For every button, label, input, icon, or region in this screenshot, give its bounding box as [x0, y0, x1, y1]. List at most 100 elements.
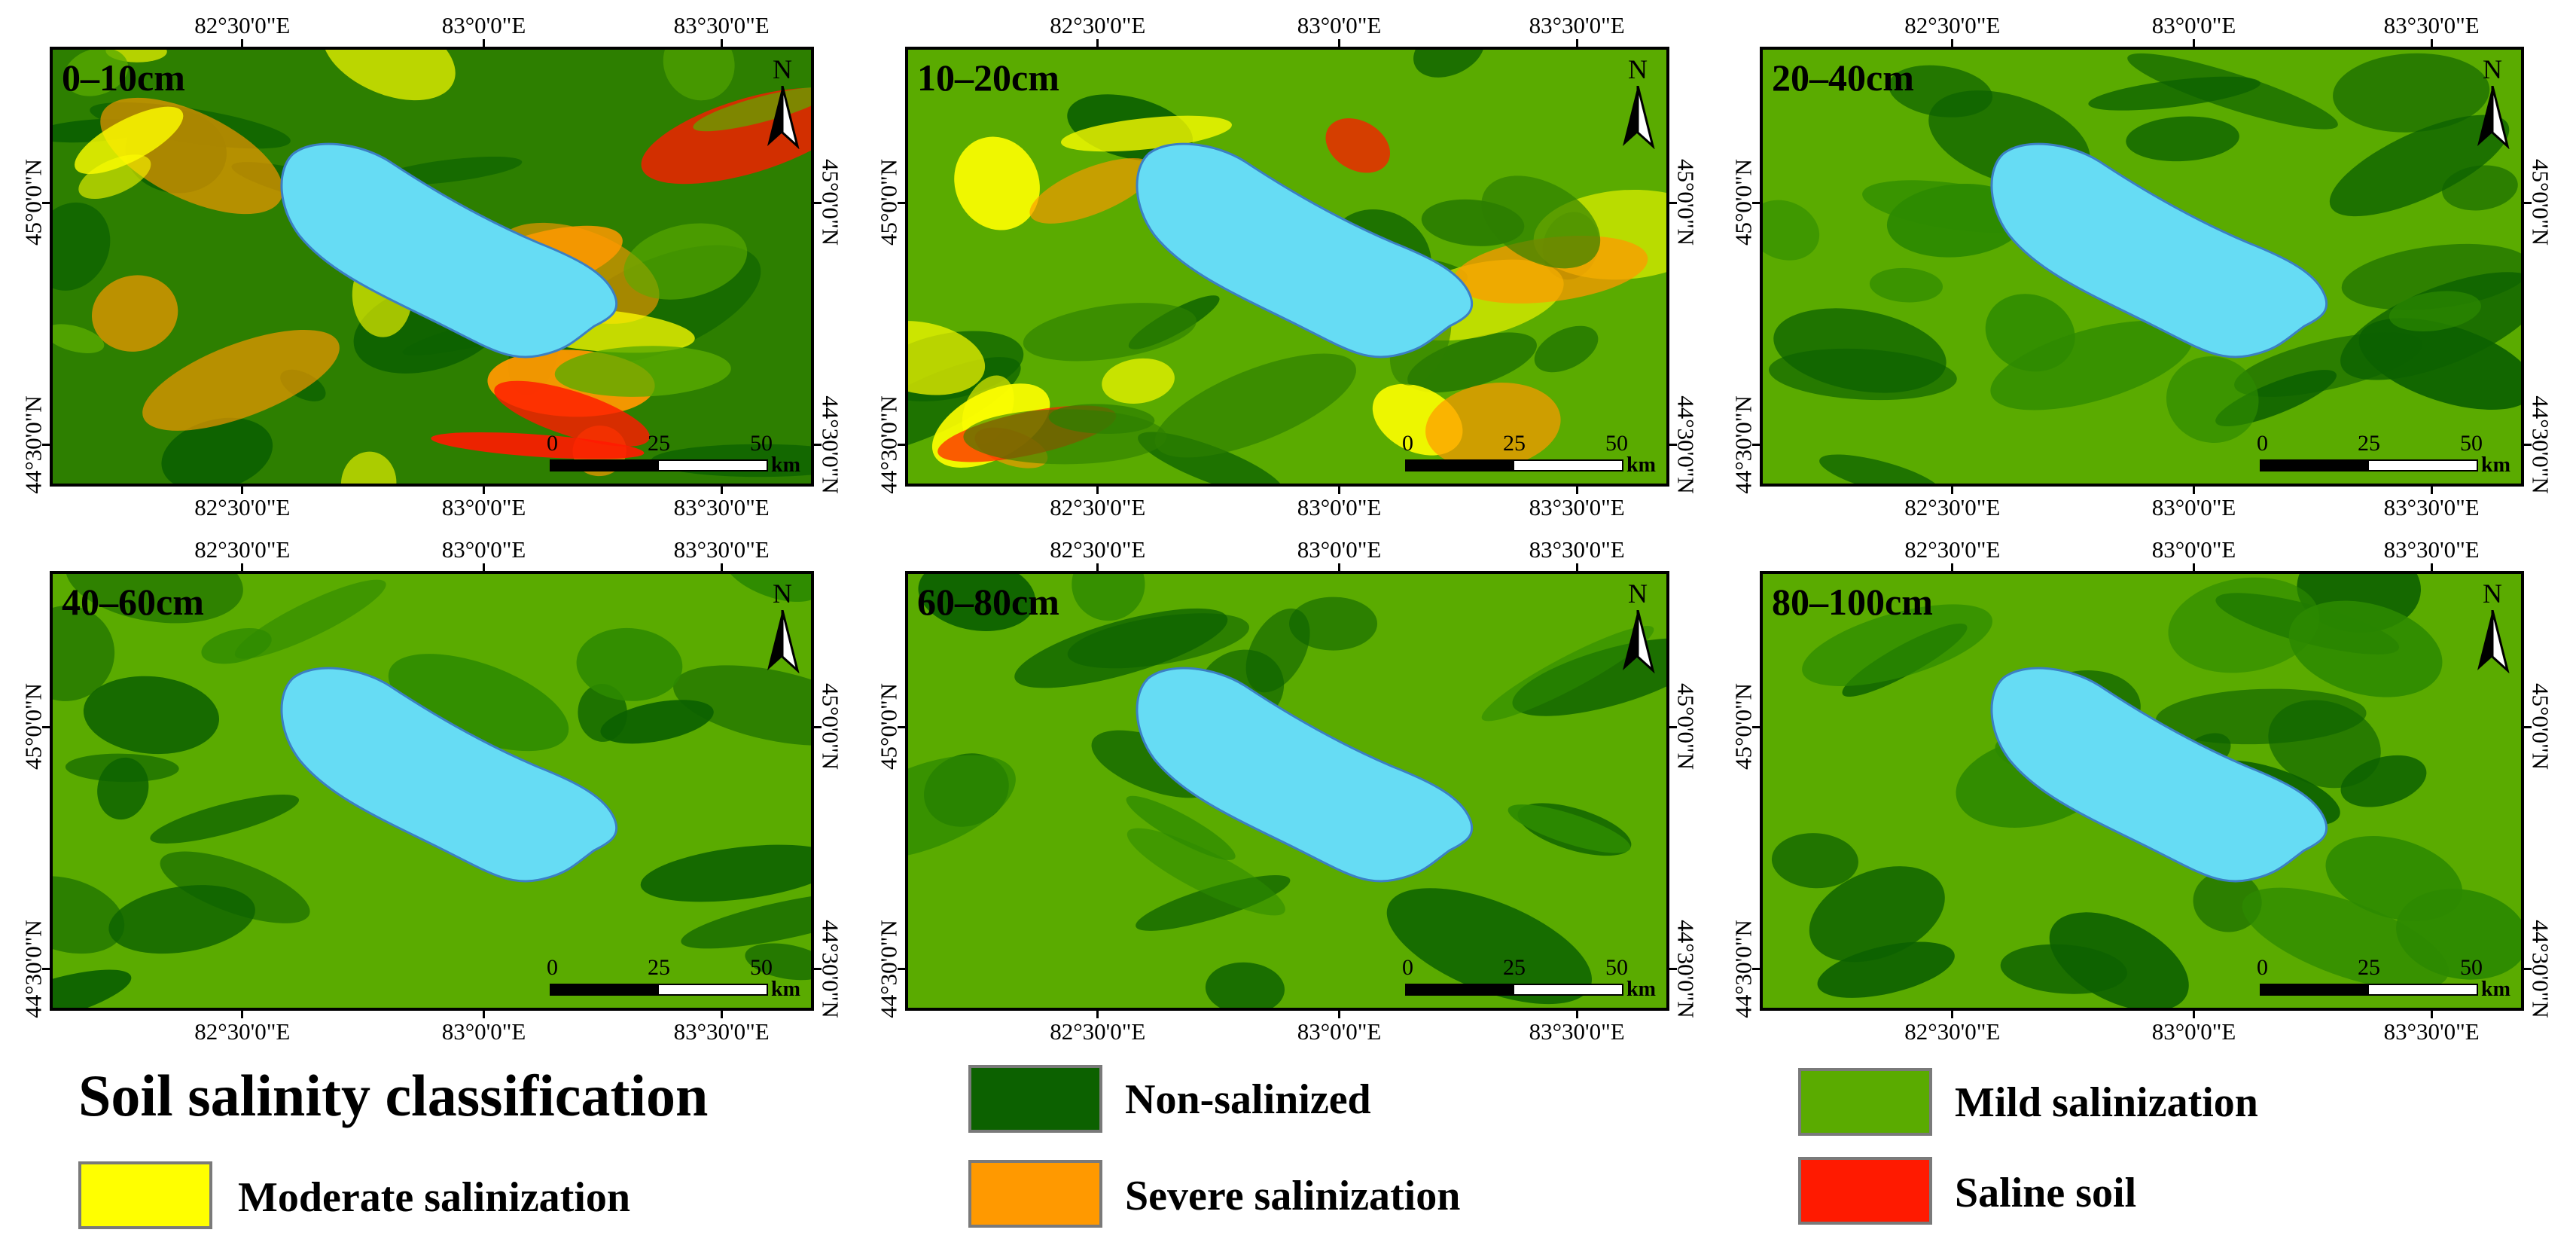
lon-tick: [1338, 563, 1341, 571]
lon-label-top: 83°30'0"E: [673, 536, 770, 563]
salinity-patch: [1769, 348, 1957, 401]
lat-label-right: 45°0'0"N: [817, 159, 844, 246]
salinity-patch: [663, 50, 735, 101]
lat-tick: [898, 725, 905, 728]
lat-tick: [42, 968, 50, 971]
salinity-patch: [623, 223, 748, 300]
salinity-patch: [1154, 353, 1356, 458]
map-frame: 20–40cm N 0 25 50 km: [1760, 47, 2524, 487]
legend-label-saline: Saline soil: [1955, 1170, 2137, 1216]
salinity-patch: [1102, 358, 1175, 404]
lat-label-right: 44°30'0"N: [2527, 395, 2554, 494]
salinity-patch: [2325, 836, 2463, 921]
scale-tick-label: 0: [547, 955, 558, 980]
salinity-map: [1763, 50, 2521, 484]
scale-unit: km: [1626, 978, 1656, 1001]
salinity-patch: [2088, 76, 2260, 111]
salinity-patch: [2442, 165, 2518, 211]
scale-tick-label: 0: [2257, 955, 2268, 980]
lon-tick: [1096, 39, 1099, 47]
salinity-patch: [1288, 597, 1378, 651]
lon-label-bottom: 83°30'0"E: [673, 494, 770, 520]
lake: [1990, 142, 2328, 359]
lon-tick: [1096, 563, 1099, 571]
salinity-patch: [1072, 574, 1145, 621]
salinity-patch: [1413, 50, 1485, 78]
salinity-patch: [745, 943, 811, 981]
salinity-patch: [97, 757, 149, 820]
salinity-patch: [53, 969, 132, 1008]
lon-label-bottom: 82°30'0"E: [194, 1018, 291, 1045]
lon-tick: [1575, 1011, 1578, 1018]
salinity-patch: [1763, 200, 1820, 261]
lat-label-left: 44°30'0"N: [875, 919, 902, 1018]
salinity-patch: [2333, 53, 2490, 133]
salinity-patch: [53, 202, 111, 291]
legend-label-non-salinized: Non-salinized: [1125, 1076, 1371, 1123]
salinity-patch: [340, 451, 397, 484]
scale-tick-label: 25: [2358, 955, 2380, 980]
lat-label-right: 44°30'0"N: [817, 919, 844, 1018]
scale-tick-label: 0: [1402, 955, 1413, 980]
lon-label-top: 83°30'0"E: [2383, 12, 2480, 38]
salinity-patch: [2389, 291, 2481, 331]
lat-tick: [2524, 725, 2532, 728]
scale-tick-label: 50: [1605, 431, 1628, 456]
map-panel: 80–100cm N 0 25 50 km: [1760, 571, 2524, 1011]
north-letter: N: [773, 54, 792, 84]
salinity-patch: [576, 627, 683, 701]
salinity-patch: [640, 844, 811, 902]
lon-label-bottom: 83°30'0"E: [1529, 494, 1625, 520]
legend-label-severe: Severe salinization: [1125, 1173, 1461, 1219]
salinity-patch: [150, 795, 300, 844]
salinity-patch: [2329, 114, 2510, 217]
lat-label-right: 45°0'0"N: [817, 683, 844, 770]
salinity-patch: [1534, 325, 1599, 373]
lon-tick: [2430, 563, 2433, 571]
legend-swatch-moderate: [78, 1161, 212, 1229]
salinity-patch: [1481, 625, 1654, 722]
lon-tick: [241, 487, 244, 494]
north-letter: N: [2483, 54, 2502, 84]
salinity-patch: [1453, 236, 1648, 304]
salinity-patch: [2049, 912, 2189, 1008]
scale-bar-fill: [550, 984, 659, 996]
lon-label-top: 83°30'0"E: [1529, 536, 1625, 563]
lat-tick: [1669, 201, 1677, 204]
lat-tick: [2524, 968, 2532, 971]
lat-tick: [42, 201, 50, 204]
lat-tick: [1669, 444, 1677, 447]
north-arrow-icon: N: [1617, 56, 1659, 151]
lat-label-right: 44°30'0"N: [817, 395, 844, 494]
lat-label-right: 44°30'0"N: [2527, 919, 2554, 1018]
lon-tick: [2193, 487, 2196, 494]
lon-tick: [1338, 39, 1341, 47]
lon-label-bottom: 83°30'0"E: [1529, 1018, 1625, 1045]
lat-tick: [898, 444, 905, 447]
north-arrow-icon: N: [2471, 56, 2514, 151]
scale-bar: 0 25 50 km: [2257, 955, 2510, 1002]
lon-label-bottom: 83°0'0"E: [2151, 494, 2236, 520]
scale-bar: 0 25 50 km: [2257, 431, 2510, 478]
north-letter: N: [773, 578, 792, 609]
salinity-patch: [431, 432, 645, 459]
lat-label-right: 44°30'0"N: [1672, 919, 1700, 1018]
scale-bar-fill: [1405, 984, 1514, 996]
salinity-patch: [2126, 116, 2239, 162]
salinity-patch: [2166, 356, 2259, 443]
lat-tick: [814, 201, 822, 204]
scale-bar: 0 25 50 km: [547, 432, 800, 478]
legend-title: Soil salinity classification: [78, 1063, 709, 1128]
scale-tick-label: 25: [1503, 955, 1526, 980]
salinity-map: [1763, 574, 2521, 1008]
scale-unit: km: [771, 978, 800, 1001]
legend-swatch-severe: [968, 1160, 1102, 1228]
salinity-patch: [1809, 866, 1945, 963]
lon-label-bottom: 82°30'0"E: [1904, 494, 2001, 520]
scale-tick-label: 0: [2257, 431, 2268, 456]
lon-tick: [1575, 487, 1578, 494]
scale-bar-fill: [1405, 459, 1514, 471]
salinity-patch: [1802, 604, 1993, 686]
north-letter: N: [1628, 54, 1648, 84]
depth-label: 60–80cm: [917, 581, 1059, 623]
